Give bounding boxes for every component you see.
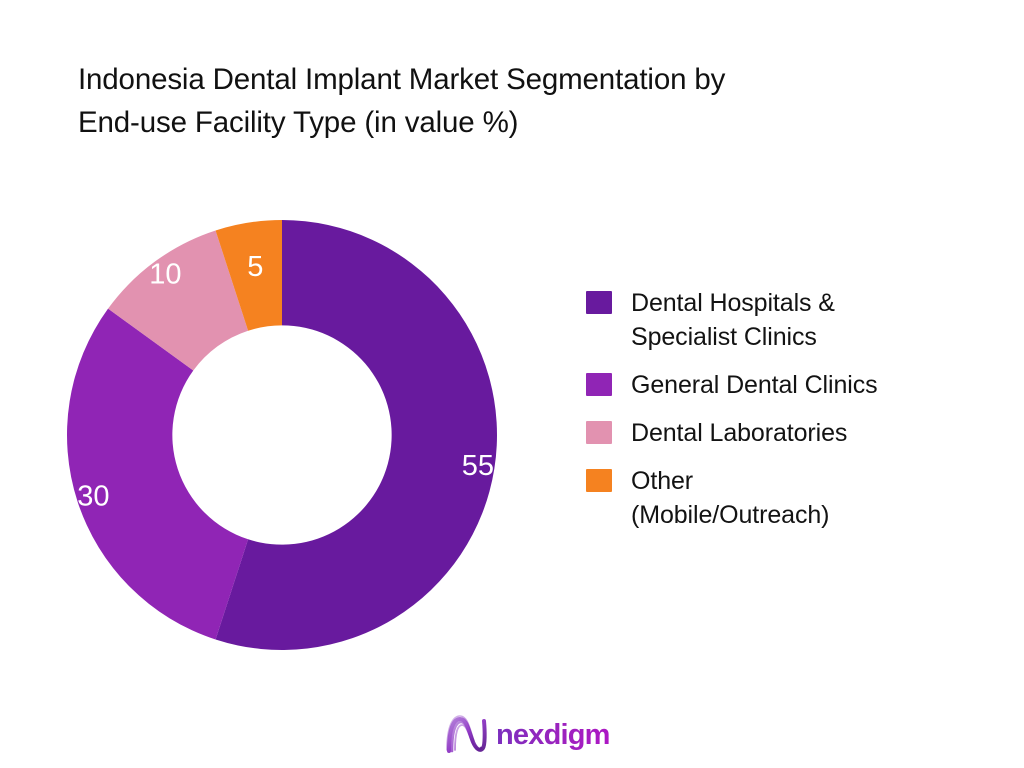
legend-item-dental-hospitals-specialist-clinics[interactable]: Dental Hospitals & Specialist Clinics [586, 286, 986, 354]
donut-label-general-dental-clinics: 30 [77, 480, 109, 512]
legend-label-dental-laboratories: Dental Laboratories [631, 419, 848, 447]
donut-slice-dental-laboratories[interactable] [108, 230, 249, 371]
donut-label-dental-hospitals-specialist-clinics: 55 [462, 450, 494, 482]
legend-swatch-icon-dental-hospitals-specialist-clinics [586, 291, 612, 314]
legend-swatch-icon-dental-laboratories [586, 421, 612, 444]
legend-swatch-icon-general-dental-clinics [586, 373, 612, 396]
nexdigm-wordmark: nexdigm [496, 718, 610, 751]
legend-item-dental-laboratories[interactable]: Dental Laboratories [586, 416, 986, 450]
donut-slice-dental-hospitals-specialist-clinics[interactable] [215, 220, 498, 650]
donut-slice-general-dental-clinics[interactable] [66, 308, 249, 640]
donut-chart-svg: 55 30 10 5 [66, 220, 498, 650]
legend-label-dental-hospitals-specialist-clinics: Dental Hospitals & Specialist Clinics [631, 289, 835, 351]
legend-item-other-mobile-outreach[interactable]: Other (Mobile/Outreach) [586, 464, 986, 532]
page-title: Indonesia Dental Implant Market Segmenta… [78, 63, 726, 139]
donut-label-other-mobile-outreach: 5 [247, 251, 263, 283]
legend-swatch-icon-other-mobile-outreach [586, 469, 612, 492]
chart-legend: Dental Hospitals & Specialist Clinics Ge… [586, 286, 986, 532]
donut-chart: 55 30 10 5 [66, 220, 498, 650]
donut-slices [66, 220, 498, 650]
donut-slice-other-mobile-outreach[interactable] [215, 220, 282, 331]
donut-data-labels: 55 30 10 5 [77, 251, 494, 513]
legend-label-other-mobile-outreach: Other (Mobile/Outreach) [631, 467, 830, 529]
donut-label-dental-laboratories: 10 [149, 259, 181, 291]
brand-logo: nexdigm [443, 714, 610, 756]
nexdigm-n-mark-icon [446, 715, 487, 753]
legend-label-general-dental-clinics: General Dental Clinics [631, 371, 878, 399]
legend-item-general-dental-clinics[interactable]: General Dental Clinics [586, 368, 986, 402]
